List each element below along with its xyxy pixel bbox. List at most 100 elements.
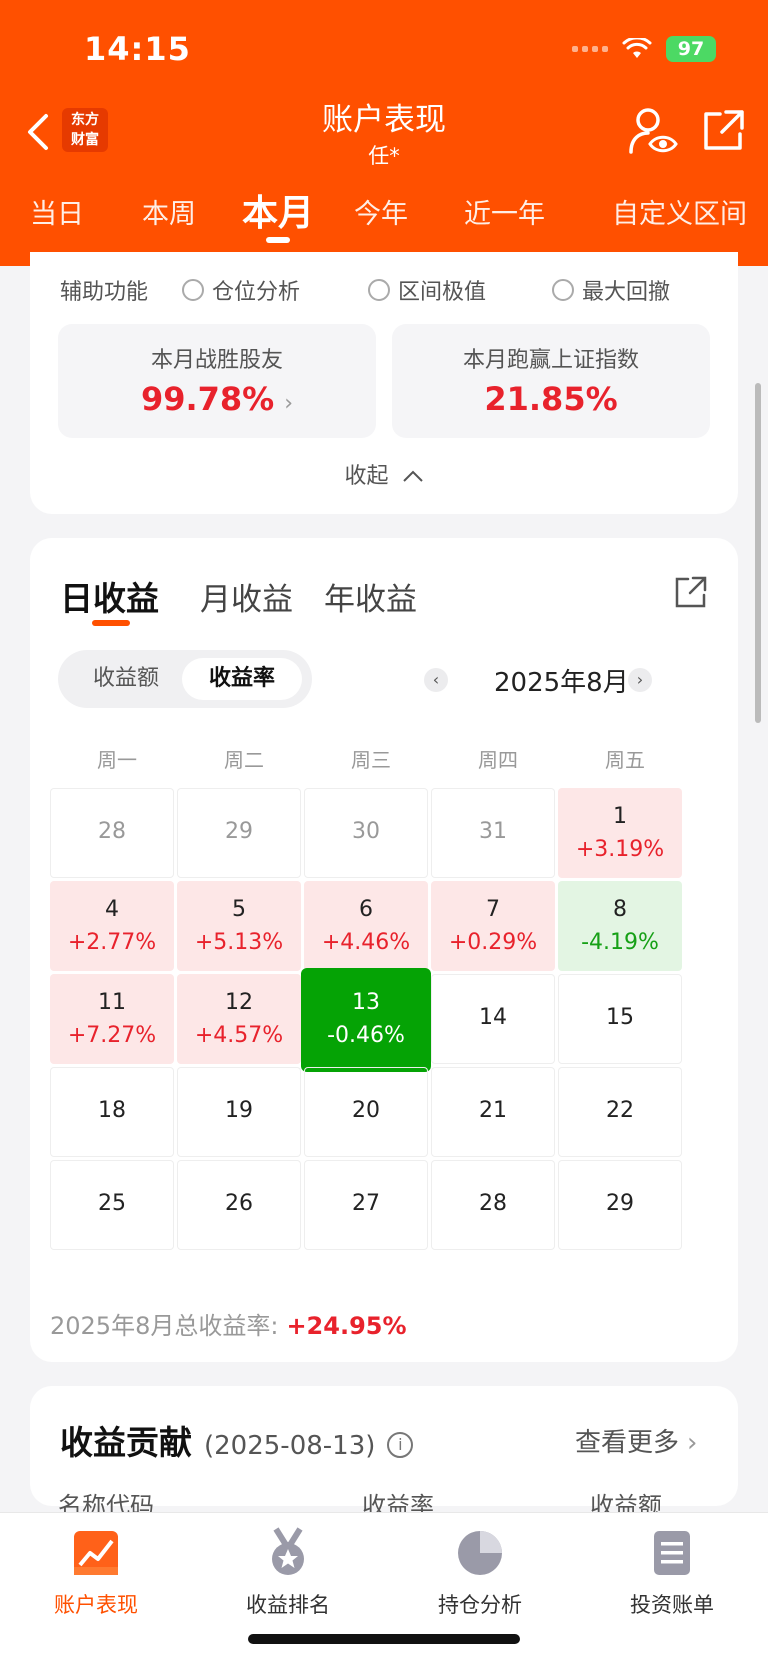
month-selector[interactable]: 2025年8月▼ <box>494 662 644 699</box>
tab-week[interactable]: 本周 <box>142 199 196 230</box>
aux-option-label: 仓位分析 <box>212 280 301 305</box>
calendar-day-cell[interactable]: 20 <box>304 1067 428 1157</box>
contribution-title: 收益贡献 <box>60 1423 192 1462</box>
radio-icon <box>552 279 574 301</box>
calendar-day-cell[interactable]: 18 <box>50 1067 174 1157</box>
tab-active-indicator <box>266 237 290 243</box>
tab-today[interactable]: 当日 <box>30 199 84 230</box>
calendar-day-number: 5 <box>232 897 246 922</box>
calendar-day-number: 6 <box>359 897 373 922</box>
brand-line1: 东方 <box>71 112 99 128</box>
chart-trend-icon <box>74 1531 118 1575</box>
beat-friends-card[interactable]: 本月战胜股友 99.78% › <box>58 324 376 438</box>
calendar-day-return: +4.46% <box>321 930 411 955</box>
calendar-day-cell[interactable]: 19 <box>177 1067 301 1157</box>
calendar-day-cell[interactable]: 14 <box>431 974 555 1064</box>
nav-profit-ranking[interactable]: 收益排名 <box>192 1527 384 1619</box>
chevron-right-icon: › <box>687 1428 698 1458</box>
calendar-day-cell[interactable]: 12 +4.57% <box>177 974 301 1064</box>
calendar-day-cell[interactable]: 26 <box>177 1160 301 1250</box>
weekday-label: 周一 <box>97 748 137 772</box>
calendar-day-cell[interactable]: 1 +3.19% <box>558 788 682 878</box>
calendar-day-number: 29 <box>225 819 253 844</box>
beat-friends-value-row: 99.78% › <box>58 380 376 418</box>
page-title: 账户表现 <box>322 102 446 138</box>
nav-account-performance[interactable]: 账户表现 <box>0 1527 192 1619</box>
calendar-day-cell[interactable]: 28 <box>50 788 174 878</box>
tab-last-year[interactable]: 近一年 <box>464 199 545 230</box>
calendar-day-number: 20 <box>352 1098 380 1123</box>
total-value: +24.95% <box>286 1312 407 1340</box>
brand-logo: 东方 财富 <box>62 108 108 152</box>
calendar-day-number: 13 <box>352 990 380 1015</box>
back-icon[interactable] <box>22 112 56 152</box>
calendar-day-cell[interactable]: 4 +2.77% <box>50 881 174 971</box>
calendar-day-cell[interactable]: 28 <box>431 1160 555 1250</box>
calendar-day-cell[interactable]: 22 <box>558 1067 682 1157</box>
tab-yearly-profit[interactable]: 年收益 <box>324 582 417 618</box>
calendar-day-cell[interactable]: 8 -4.19% <box>558 881 682 971</box>
aux-option-range-extreme[interactable]: 区间极值 <box>368 274 486 306</box>
aux-option-max-drawdown[interactable]: 最大回撤 <box>552 274 670 306</box>
calendar-day-number: 29 <box>606 1191 634 1216</box>
calendar-day-cell[interactable]: 25 <box>50 1160 174 1250</box>
calendar-day-number: 19 <box>225 1098 253 1123</box>
calendar-day-number: 11 <box>98 990 126 1015</box>
prev-month-button[interactable]: ‹ <box>424 668 448 692</box>
share-icon[interactable] <box>700 108 746 154</box>
scrollbar[interactable] <box>755 383 761 723</box>
calendar-day-number: 30 <box>352 819 380 844</box>
chevron-up-icon <box>402 470 423 482</box>
calendar-day-number: 18 <box>98 1098 126 1123</box>
pie-chart-icon <box>458 1531 502 1575</box>
calendar-day-cell[interactable]: 29 <box>177 788 301 878</box>
calendar-day-cell[interactable]: 21 <box>431 1067 555 1157</box>
tab-year[interactable]: 今年 <box>354 199 408 230</box>
nav-investment-bill[interactable]: 投资账单 <box>576 1527 768 1619</box>
calendar-day-number: 27 <box>352 1191 380 1216</box>
calendar-day-cell[interactable]: 5 +5.13% <box>177 881 301 971</box>
calendar-day-cell[interactable]: 29 <box>558 1160 682 1250</box>
collapse-button[interactable]: 收起 <box>30 458 738 490</box>
calendar-day-number: 26 <box>225 1191 253 1216</box>
share-icon[interactable] <box>672 574 708 610</box>
nav-position-analysis[interactable]: 持仓分析 <box>384 1527 576 1619</box>
view-more-link[interactable]: 查看更多 › <box>575 1422 697 1459</box>
chevron-right-icon: › <box>284 391 294 416</box>
calendar-day-cell[interactable]: 13 -0.46% <box>301 968 431 1072</box>
calendar-day-number: 7 <box>486 897 500 922</box>
calendar-day-number: 15 <box>606 1005 634 1030</box>
calendar-day-cell[interactable]: 31 <box>431 788 555 878</box>
bottom-nav: 账户表现 收益排名 持仓分析 投资账单 <box>0 1512 768 1663</box>
view-more-label: 查看更多 <box>575 1428 680 1458</box>
aux-option-label: 区间极值 <box>398 280 487 305</box>
toggle-profit-rate[interactable]: 收益率 <box>182 658 302 700</box>
calendar-day-cell[interactable]: 15 <box>558 974 682 1064</box>
aux-option-position[interactable]: 仓位分析 <box>182 274 300 306</box>
next-month-button[interactable]: › <box>628 668 652 692</box>
contribution-card: 收益贡献 (2025-08-13) i 查看更多 › 名称代码 收益率 收益额 <box>30 1386 738 1520</box>
calendar-day-cell[interactable]: 6 +4.46% <box>304 881 428 971</box>
info-icon[interactable]: i <box>387 1431 414 1458</box>
calendar-day-number: 4 <box>105 897 119 922</box>
user-view-icon[interactable] <box>628 106 678 156</box>
tab-monthly-profit[interactable]: 月收益 <box>200 582 293 618</box>
weekday-label: 周四 <box>478 748 518 772</box>
calendar-day-cell[interactable]: 30 <box>304 788 428 878</box>
calendar-day-cell[interactable]: 27 <box>304 1160 428 1250</box>
radio-icon <box>368 279 390 301</box>
calendar-day-return: +5.13% <box>194 930 284 955</box>
monthly-total: 2025年8月总收益率: +24.95% <box>50 1306 407 1341</box>
calendar-day-return: +0.29% <box>448 930 538 955</box>
toggle-profit-amount[interactable]: 收益额 <box>92 666 159 691</box>
tab-custom-range[interactable]: 自定义区间 <box>612 199 747 230</box>
wifi-icon <box>622 38 652 58</box>
tab-daily-profit[interactable]: 日收益 <box>60 579 159 618</box>
nav-label: 收益排名 <box>246 1593 330 1617</box>
account-name: 任* <box>368 144 400 168</box>
month-label: 2025年8月 <box>494 668 629 698</box>
calendar-day-cell[interactable]: 7 +0.29% <box>431 881 555 971</box>
calendar-day-number: 28 <box>98 819 126 844</box>
tab-month[interactable]: 本月 <box>242 193 315 234</box>
calendar-day-cell[interactable]: 11 +7.27% <box>50 974 174 1064</box>
